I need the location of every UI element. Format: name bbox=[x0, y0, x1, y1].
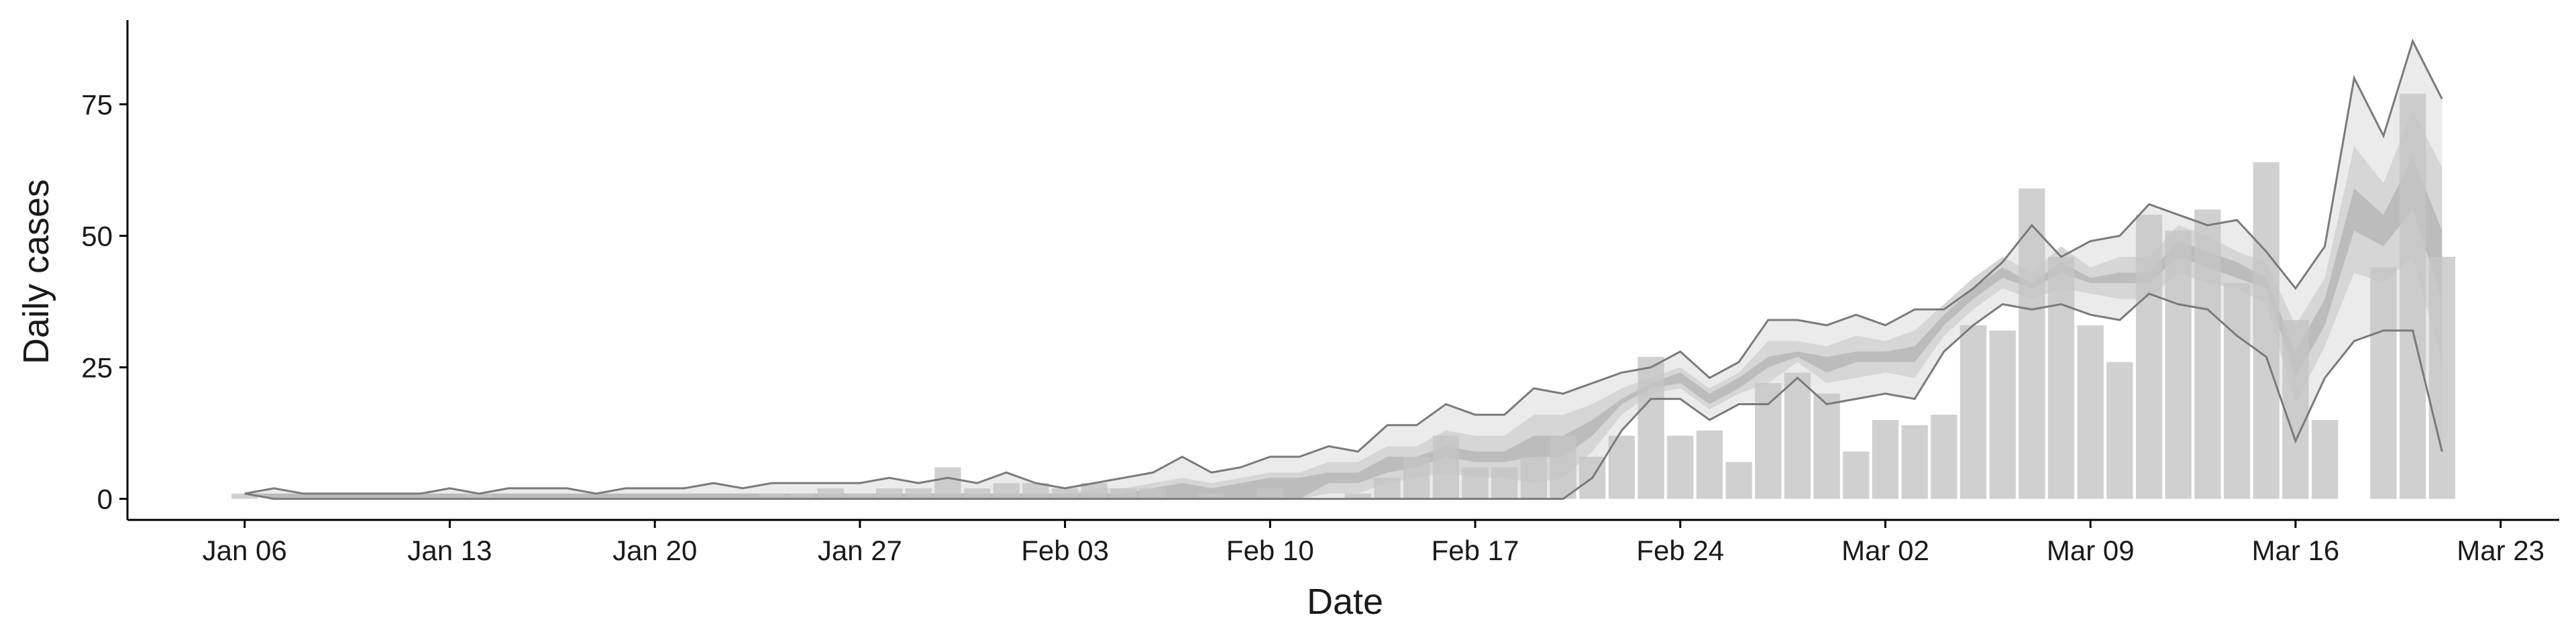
bar bbox=[1813, 393, 1840, 499]
bar bbox=[2165, 230, 2192, 499]
bar bbox=[1462, 467, 1489, 499]
bar bbox=[1696, 430, 1723, 499]
bar bbox=[963, 488, 991, 499]
bar bbox=[1403, 456, 1430, 499]
bar bbox=[2370, 267, 2397, 499]
x-tick-label: Jan 27 bbox=[818, 535, 902, 566]
x-axis-title: Date bbox=[1307, 582, 1383, 622]
x-tick-label: Jan 06 bbox=[203, 535, 287, 566]
bar bbox=[1051, 488, 1079, 499]
bar bbox=[2223, 283, 2251, 499]
bar bbox=[1784, 372, 1811, 499]
bar bbox=[1520, 456, 1548, 499]
bar bbox=[934, 467, 961, 499]
bar bbox=[466, 493, 492, 499]
bar bbox=[2194, 209, 2221, 499]
bar bbox=[231, 493, 258, 499]
x-tick-label: Feb 24 bbox=[1636, 535, 1724, 566]
bar bbox=[2428, 256, 2455, 499]
bar bbox=[1638, 356, 1664, 499]
x-tick-label: Mar 09 bbox=[2047, 535, 2135, 566]
bar bbox=[2399, 93, 2426, 499]
bar bbox=[1432, 435, 1460, 499]
x-tick-label: Feb 17 bbox=[1432, 535, 1519, 566]
x-tick-label: Mar 23 bbox=[2457, 535, 2544, 566]
bar bbox=[2047, 256, 2075, 499]
bar bbox=[1989, 330, 2016, 499]
bars bbox=[231, 93, 2455, 499]
bar bbox=[1725, 462, 1752, 499]
bar bbox=[847, 493, 873, 499]
x-tick-label: Feb 03 bbox=[1021, 535, 1109, 566]
bar bbox=[993, 483, 1020, 499]
y-axis-title: Daily cases bbox=[16, 179, 56, 364]
x-tick-label: Mar 02 bbox=[1841, 535, 1929, 566]
bar bbox=[2282, 320, 2309, 499]
bar bbox=[2135, 215, 2163, 499]
bar bbox=[1344, 493, 1371, 499]
bar bbox=[817, 488, 844, 499]
bar bbox=[1139, 488, 1167, 499]
x-tick-label: Mar 16 bbox=[2252, 535, 2340, 566]
axes: 0 25 50 75 Jan 06 Jan 13 Jan 20 Jan 27 Feb 03 Feb… bbox=[81, 20, 2559, 566]
bar bbox=[1550, 435, 1576, 499]
bar bbox=[1872, 420, 1899, 499]
bar bbox=[1960, 325, 1987, 499]
bar bbox=[1755, 383, 1782, 499]
bar bbox=[1022, 483, 1049, 499]
bar bbox=[1901, 425, 1928, 499]
y-tick-label: 50 bbox=[81, 221, 113, 252]
bar bbox=[759, 493, 786, 499]
bar bbox=[1491, 467, 1518, 499]
x-tick-label: Jan 13 bbox=[407, 535, 492, 566]
x-tick-label: Feb 10 bbox=[1226, 535, 1314, 566]
bar bbox=[2311, 420, 2339, 499]
bar bbox=[1198, 493, 1225, 499]
band bbox=[244, 41, 2443, 499]
bar bbox=[2253, 162, 2279, 499]
bar bbox=[2106, 362, 2133, 499]
bar bbox=[1081, 483, 1108, 499]
bar bbox=[1256, 488, 1283, 499]
y-tick-label: 0 bbox=[97, 484, 113, 515]
bar bbox=[905, 488, 932, 499]
bar bbox=[2077, 325, 2104, 499]
band-lines bbox=[244, 38, 2443, 500]
band-edge bbox=[244, 38, 2443, 495]
band-edge bbox=[244, 292, 2443, 500]
bar bbox=[1843, 451, 1870, 499]
bands bbox=[244, 41, 2443, 499]
x-tick-label: Jan 20 bbox=[612, 535, 697, 566]
bar bbox=[1931, 415, 1957, 499]
bar bbox=[1374, 478, 1401, 499]
bar bbox=[2019, 188, 2045, 499]
bar bbox=[788, 493, 815, 499]
y-tick-label: 75 bbox=[81, 89, 113, 120]
bar bbox=[875, 488, 903, 499]
y-tick-label: 25 bbox=[81, 352, 113, 384]
bar bbox=[1667, 435, 1694, 499]
bar bbox=[1110, 488, 1137, 499]
